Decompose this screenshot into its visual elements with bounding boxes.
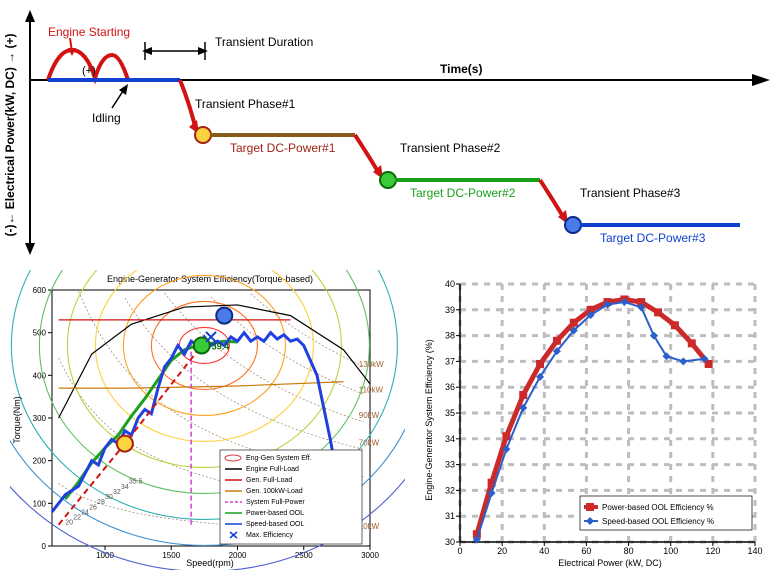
label-idling: Idling <box>92 111 121 125</box>
label-target1: Target DC-Power#1 <box>230 141 336 155</box>
svg-text:30: 30 <box>105 494 113 501</box>
svg-text:400: 400 <box>33 371 47 380</box>
power-timeline-diagram: (-)← Electrical Power(kW, DC) → (+) Time… <box>0 0 778 260</box>
svg-text:0: 0 <box>42 542 47 551</box>
svg-text:28: 28 <box>97 499 105 506</box>
svg-text:39.4: 39.4 <box>212 341 230 351</box>
svg-text:130kW: 130kW <box>359 360 384 369</box>
left-xlabel: Speed(rpm) <box>186 558 234 568</box>
label-plus: (+) <box>82 65 96 77</box>
svg-text:36: 36 <box>445 382 455 392</box>
svg-text:20: 20 <box>497 546 507 556</box>
svg-text:3000: 3000 <box>361 551 379 560</box>
svg-text:33: 33 <box>445 460 455 470</box>
svg-text:Gen. Full-Load: Gen. Full-Load <box>246 477 292 484</box>
svg-text:Gen. 100kW-Load: Gen. 100kW-Load <box>246 488 303 495</box>
svg-text:26: 26 <box>89 504 97 511</box>
svg-text:Power-based OOL Efficiency %: Power-based OOL Efficiency % <box>602 503 714 512</box>
label-target2: Target DC-Power#2 <box>410 186 516 200</box>
svg-text:24: 24 <box>81 509 89 516</box>
svg-text:Speed-based OOL Efficiency %: Speed-based OOL Efficiency % <box>602 517 714 526</box>
label-transient-duration: Transient Duration <box>215 35 313 49</box>
torque-speed-chart: Engine-Generator System Efficiency(Torqu… <box>10 270 405 570</box>
svg-text:34: 34 <box>445 434 455 444</box>
svg-text:39: 39 <box>445 305 455 315</box>
svg-text:Engine Full-Load: Engine Full-Load <box>246 466 299 473</box>
left-ylabel: Torque(Nm) <box>12 396 22 444</box>
svg-text:1500: 1500 <box>162 551 180 560</box>
svg-text:Max. Efficiency: Max. Efficiency <box>246 532 293 539</box>
svg-text:38: 38 <box>445 331 455 341</box>
svg-text:30: 30 <box>445 537 455 547</box>
svg-text:Speed-based OOL: Speed-based OOL <box>246 521 304 528</box>
svg-text:20: 20 <box>65 520 73 527</box>
svg-text:100: 100 <box>33 499 47 508</box>
svg-text:90kW: 90kW <box>359 411 380 420</box>
svg-text:32: 32 <box>445 485 455 495</box>
svg-text:34: 34 <box>121 484 129 491</box>
svg-text:80: 80 <box>624 546 634 556</box>
label-engine-starting: Engine Starting <box>48 25 130 39</box>
svg-text:37: 37 <box>445 356 455 366</box>
svg-text:31: 31 <box>445 511 455 521</box>
svg-text:40: 40 <box>539 546 549 556</box>
svg-text:60: 60 <box>581 546 591 556</box>
svg-text:35.5: 35.5 <box>129 479 143 486</box>
svg-text:22: 22 <box>73 515 81 522</box>
svg-text:Eng-Gen System Eff.: Eng-Gen System Eff. <box>246 455 312 462</box>
label-target3: Target DC-Power#3 <box>600 231 706 245</box>
svg-text:100: 100 <box>663 546 678 556</box>
label-phase3: Transient Phase#3 <box>580 186 681 200</box>
svg-text:Power-based OOL: Power-based OOL <box>246 510 304 517</box>
svg-text:120: 120 <box>705 546 720 556</box>
right-xlabel: Electrical Power (kW, DC) <box>558 558 662 568</box>
marker-target2 <box>380 172 396 188</box>
marker-target3 <box>565 217 581 233</box>
svg-text:600: 600 <box>33 286 47 295</box>
x-axis-label: Time(s) <box>440 62 482 76</box>
efficiency-power-chart: 0 20 40 60 80 100 120 140 30 31 32 33 34 35 36 37 38 39 40… <box>420 270 765 570</box>
label-phase2: Transient Phase#2 <box>400 141 501 155</box>
right-ylabel: Engine-Generator System Efficiency (%) <box>424 339 434 500</box>
svg-text:140: 140 <box>747 546 762 556</box>
y-axis-label: (-)← Electrical Power(kW, DC) → (+) <box>3 33 17 236</box>
svg-text:System Full-Power: System Full-Power <box>246 499 305 506</box>
svg-text:300: 300 <box>33 414 47 423</box>
svg-text:40: 40 <box>445 279 455 289</box>
svg-text:200: 200 <box>33 457 47 466</box>
svg-text:0: 0 <box>457 546 462 556</box>
marker-target1 <box>195 127 211 143</box>
label-phase1: Transient Phase#1 <box>195 97 296 111</box>
svg-text:32: 32 <box>113 489 121 496</box>
svg-text:35: 35 <box>445 408 455 418</box>
